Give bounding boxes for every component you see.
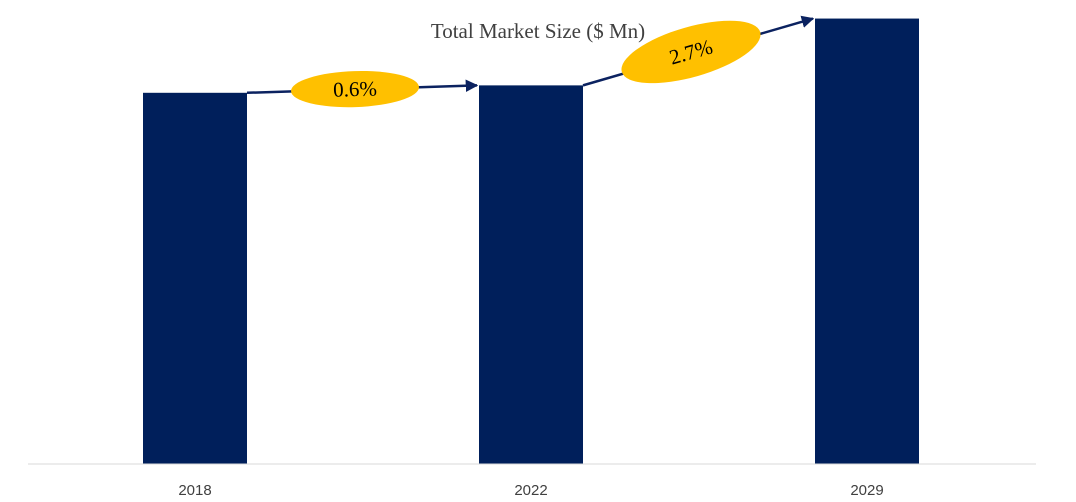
chart-title: Total Market Size ($ Mn) <box>431 19 645 43</box>
growth-bubble-2022-2029: 2.7% <box>621 20 761 84</box>
growth-bubble-2018-2022: 0.6% <box>291 70 419 108</box>
bar-2029 <box>815 18 919 465</box>
growth-rate-label: 0.6% <box>333 76 377 101</box>
growth-bubbles-layer: 0.6% 2.7% <box>291 20 761 108</box>
bar-2018 <box>143 92 247 465</box>
growth-bubble-shape <box>621 20 761 84</box>
x-tick-label-2022: 2022 <box>514 482 547 499</box>
bars-layer <box>143 18 919 465</box>
bar-2022 <box>479 85 583 464</box>
x-tick-label-2029: 2029 <box>850 482 883 499</box>
x-tick-labels: 2018 2022 2029 <box>178 482 883 499</box>
growth-bubble-shape <box>291 70 419 108</box>
x-tick-label-2018: 2018 <box>178 482 211 499</box>
